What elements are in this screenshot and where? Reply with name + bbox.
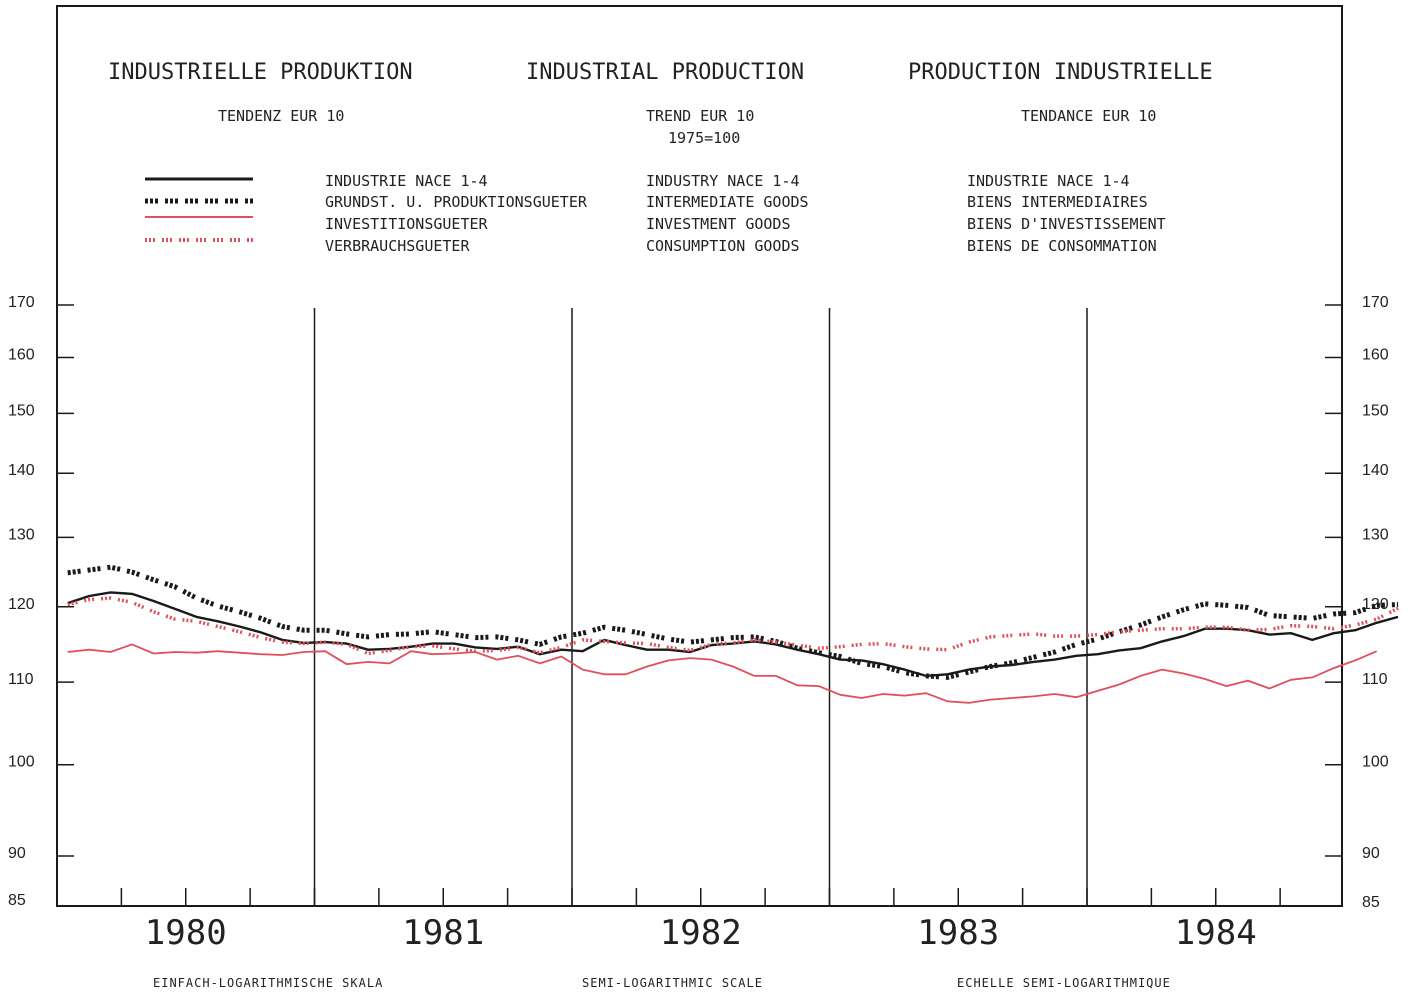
year-label: 1981 (402, 913, 484, 953)
subtitle-en: TREND EUR 10 (646, 107, 754, 125)
series-line-1 (67, 564, 1399, 680)
footer-en: SEMI-LOGARITHMIC SCALE (582, 976, 763, 990)
legend-fr-3: BIENS DE CONSOMMATION (967, 237, 1157, 255)
legend: INDUSTRIE NACE 1-4 GRUNDST. U. PRODUKTIO… (145, 172, 1166, 255)
ytick-label-right: 120 (1362, 596, 1389, 613)
legend-de-2: INVESTITIONSGUETER (325, 215, 489, 233)
axes: 170 170 160 160 150 150 140 140 130 130 120 120 110 1… (8, 294, 1389, 911)
legend-en-3: CONSUMPTION GOODS (646, 237, 800, 255)
footer-fr: ECHELLE SEMI-LOGARITHMIQUE (957, 976, 1171, 990)
series-lines (67, 564, 1399, 704)
year-label: 1982 (660, 913, 742, 953)
legend-de-3: VERBRAUCHSGUETER (325, 237, 470, 255)
legend-fr-0: INDUSTRIE NACE 1-4 (967, 172, 1130, 190)
ytick-label-right: 150 (1362, 402, 1389, 419)
ytick-label-right: 160 (1362, 347, 1389, 364)
year-labels: 1980 1981 1982 1983 1984 (145, 913, 1257, 953)
footer-de: EINFACH-LOGARITHMISCHE SKALA (153, 976, 383, 990)
year-label: 1984 (1175, 913, 1257, 953)
year-label: 1980 (145, 913, 227, 953)
legend-de-1: GRUNDST. U. PRODUKTIONSGUETER (325, 193, 588, 211)
legend-en-0: INDUSTRY NACE 1-4 (646, 172, 800, 190)
ytick-label-right: 170 (1362, 294, 1389, 311)
legend-fr-1: BIENS INTERMEDIAIRES (967, 193, 1148, 211)
subtitle-en-base: 1975=100 (668, 129, 740, 147)
ytick-label-left: 170 (8, 294, 35, 311)
title-de: INDUSTRIELLE PRODUKTION (108, 60, 413, 85)
title-fr: PRODUCTION INDUSTRIELLE (908, 60, 1213, 85)
year-label: 1983 (917, 913, 999, 953)
legend-fr-2: BIENS D'INVESTISSEMENT (967, 215, 1166, 233)
ytick-label-left: 160 (8, 347, 35, 364)
subtitle-fr: TENDANCE EUR 10 (1021, 107, 1156, 125)
ytick-label-left: 110 (8, 671, 34, 688)
ytick-label-left: 100 (8, 754, 35, 771)
series-line-3 (67, 596, 1399, 656)
legend-en-1: INTERMEDIATE GOODS (646, 193, 809, 211)
ytick-label-right: 90 (1362, 845, 1380, 862)
legend-de-0: INDUSTRIE NACE 1-4 (325, 172, 488, 190)
series-line-2 (67, 643, 1378, 704)
series-line-0 (67, 591, 1399, 678)
ytick-label-right: 140 (1362, 462, 1389, 479)
chart-frame (56, 5, 1343, 907)
ytick-label-left: 130 (8, 526, 35, 543)
ytick-label-right: 110 (1362, 671, 1388, 688)
title-en: INDUSTRIAL PRODUCTION (526, 60, 804, 85)
ytick-label-left: 85 (8, 892, 26, 909)
ytick-label-left: 90 (8, 845, 26, 862)
legend-en-2: INVESTMENT GOODS (646, 215, 791, 233)
ytick-label-right: 85 (1362, 894, 1380, 911)
ytick-label-left: 140 (8, 462, 35, 479)
ytick-label-right: 100 (1362, 754, 1389, 771)
ytick-label-left: 150 (8, 402, 35, 419)
ytick-label-right: 130 (1362, 526, 1389, 543)
ytick-label-left: 120 (8, 596, 35, 613)
subtitle-de: TENDENZ EUR 10 (218, 107, 344, 125)
